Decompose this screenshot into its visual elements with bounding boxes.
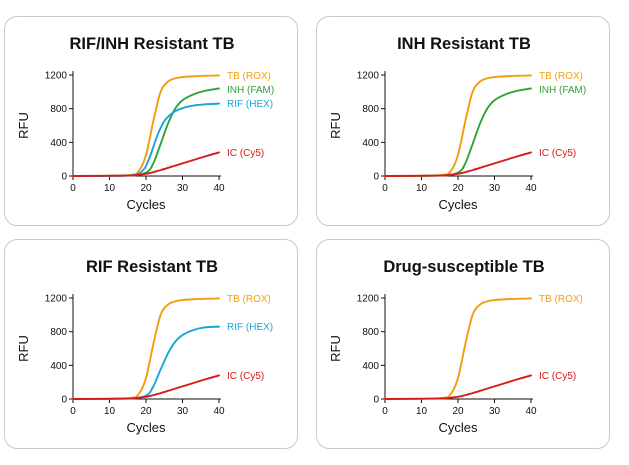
- chart-panel-drug-susceptible: Drug-susceptible TB 0 400 800 1200 0 10 20 30 40 C…: [316, 239, 610, 449]
- y-axis-label: RFU: [328, 112, 343, 139]
- legend-label-tb-rox: TB (ROX): [227, 71, 271, 82]
- chart-svg: INH Resistant TB 0 400 800 1200 0 10 20 30 40 Cycl…: [328, 35, 586, 212]
- x-tick-label: 20: [140, 406, 152, 417]
- series-line-rif-hex: [72, 102, 220, 178]
- x-tick-label: 40: [525, 406, 537, 417]
- y-tick-label: 0: [61, 395, 67, 406]
- series-line-rif-hex: [72, 325, 220, 400]
- x-tick-label: 0: [70, 183, 76, 194]
- x-tick-label: 30: [489, 406, 501, 417]
- y-tick-label: 400: [362, 138, 379, 149]
- x-tick-label: 40: [213, 406, 225, 417]
- y-tick-label: 0: [373, 172, 379, 183]
- legend-label-tb-rox: TB (ROX): [539, 294, 583, 305]
- y-tick-label: 0: [373, 395, 379, 406]
- y-axis-label: RFU: [328, 335, 343, 362]
- chart-title: INH Resistant TB: [397, 35, 531, 53]
- series-line-ic-cy5: [72, 151, 220, 177]
- series-line-ic-cy5: [384, 374, 532, 400]
- series-line-tb-rox: [72, 74, 220, 177]
- y-tick-label: 800: [362, 104, 379, 115]
- chart-panel-rif-inh-resistant: RIF/INH Resistant TB 0 400 800 1200 0 10 20 30 40…: [4, 16, 298, 226]
- legend-label-ic-cy5: IC (Cy5): [227, 148, 264, 159]
- x-tick-label: 20: [452, 406, 464, 417]
- chart-title: RIF/INH Resistant TB: [69, 35, 234, 53]
- chart-svg: RIF Resistant TB 0 400 800 1200 0 10 20 30 40 Cycl…: [16, 258, 273, 435]
- chart-panel-rif-resistant: RIF Resistant TB 0 400 800 1200 0 10 20 30 40 Cycl…: [4, 239, 298, 449]
- y-tick-label: 1200: [45, 71, 68, 82]
- series-line-inh-fam: [72, 87, 220, 177]
- x-tick-label: 0: [382, 406, 388, 417]
- y-tick-label: 800: [362, 327, 379, 338]
- chart-panel-inh-resistant: INH Resistant TB 0 400 800 1200 0 10 20 30 40 Cycl…: [316, 16, 610, 226]
- x-tick-label: 40: [525, 183, 537, 194]
- y-tick-label: 800: [50, 104, 67, 115]
- chart-title: RIF Resistant TB: [86, 258, 218, 276]
- y-tick-label: 1200: [357, 71, 380, 82]
- legend-label-tb-rox: TB (ROX): [539, 71, 583, 82]
- x-axis-label: Cycles: [126, 420, 166, 435]
- x-tick-label: 0: [382, 183, 388, 194]
- x-tick-label: 10: [416, 183, 428, 194]
- x-tick-label: 10: [416, 406, 428, 417]
- y-tick-label: 1200: [357, 294, 380, 305]
- series-line-tb-rox: [72, 297, 220, 400]
- x-tick-label: 30: [177, 406, 189, 417]
- chart-title: Drug-susceptible TB: [383, 258, 544, 276]
- series-line-ic-cy5: [72, 374, 220, 400]
- legend-label-rif-hex: RIF (HEX): [227, 99, 273, 110]
- series-line-inh-fam: [384, 87, 532, 177]
- series-line-tb-rox: [384, 297, 532, 400]
- legend-label-tb-rox: TB (ROX): [227, 294, 271, 305]
- x-tick-label: 10: [104, 183, 116, 194]
- x-tick-label: 30: [177, 183, 189, 194]
- y-tick-label: 0: [61, 172, 67, 183]
- legend-label-ic-cy5: IC (Cy5): [227, 371, 264, 382]
- x-axis-label: Cycles: [438, 420, 478, 435]
- x-tick-label: 0: [70, 406, 76, 417]
- x-tick-label: 20: [140, 183, 152, 194]
- chart-svg: Drug-susceptible TB 0 400 800 1200 0 10 20 30 40 C…: [328, 258, 583, 435]
- y-axis-label: RFU: [16, 335, 31, 362]
- legend-label-rif-hex: RIF (HEX): [227, 322, 273, 333]
- y-tick-label: 1200: [45, 294, 68, 305]
- chart-svg: RIF/INH Resistant TB 0 400 800 1200 0 10 20 30 40…: [16, 35, 274, 212]
- x-tick-label: 20: [452, 183, 464, 194]
- x-axis-label: Cycles: [438, 197, 478, 212]
- y-tick-label: 400: [362, 361, 379, 372]
- series-line-ic-cy5: [384, 151, 532, 177]
- y-axis-label: RFU: [16, 112, 31, 139]
- x-axis-label: Cycles: [126, 197, 166, 212]
- x-tick-label: 40: [213, 183, 225, 194]
- y-tick-label: 400: [50, 361, 67, 372]
- y-tick-label: 800: [50, 327, 67, 338]
- x-tick-label: 30: [489, 183, 501, 194]
- series-line-tb-rox: [384, 74, 532, 177]
- y-tick-label: 400: [50, 138, 67, 149]
- legend-label-inh-fam: INH (FAM): [539, 85, 586, 96]
- legend-label-ic-cy5: IC (Cy5): [539, 148, 576, 159]
- legend-label-inh-fam: INH (FAM): [227, 85, 274, 96]
- legend-label-ic-cy5: IC (Cy5): [539, 371, 576, 382]
- x-tick-label: 10: [104, 406, 116, 417]
